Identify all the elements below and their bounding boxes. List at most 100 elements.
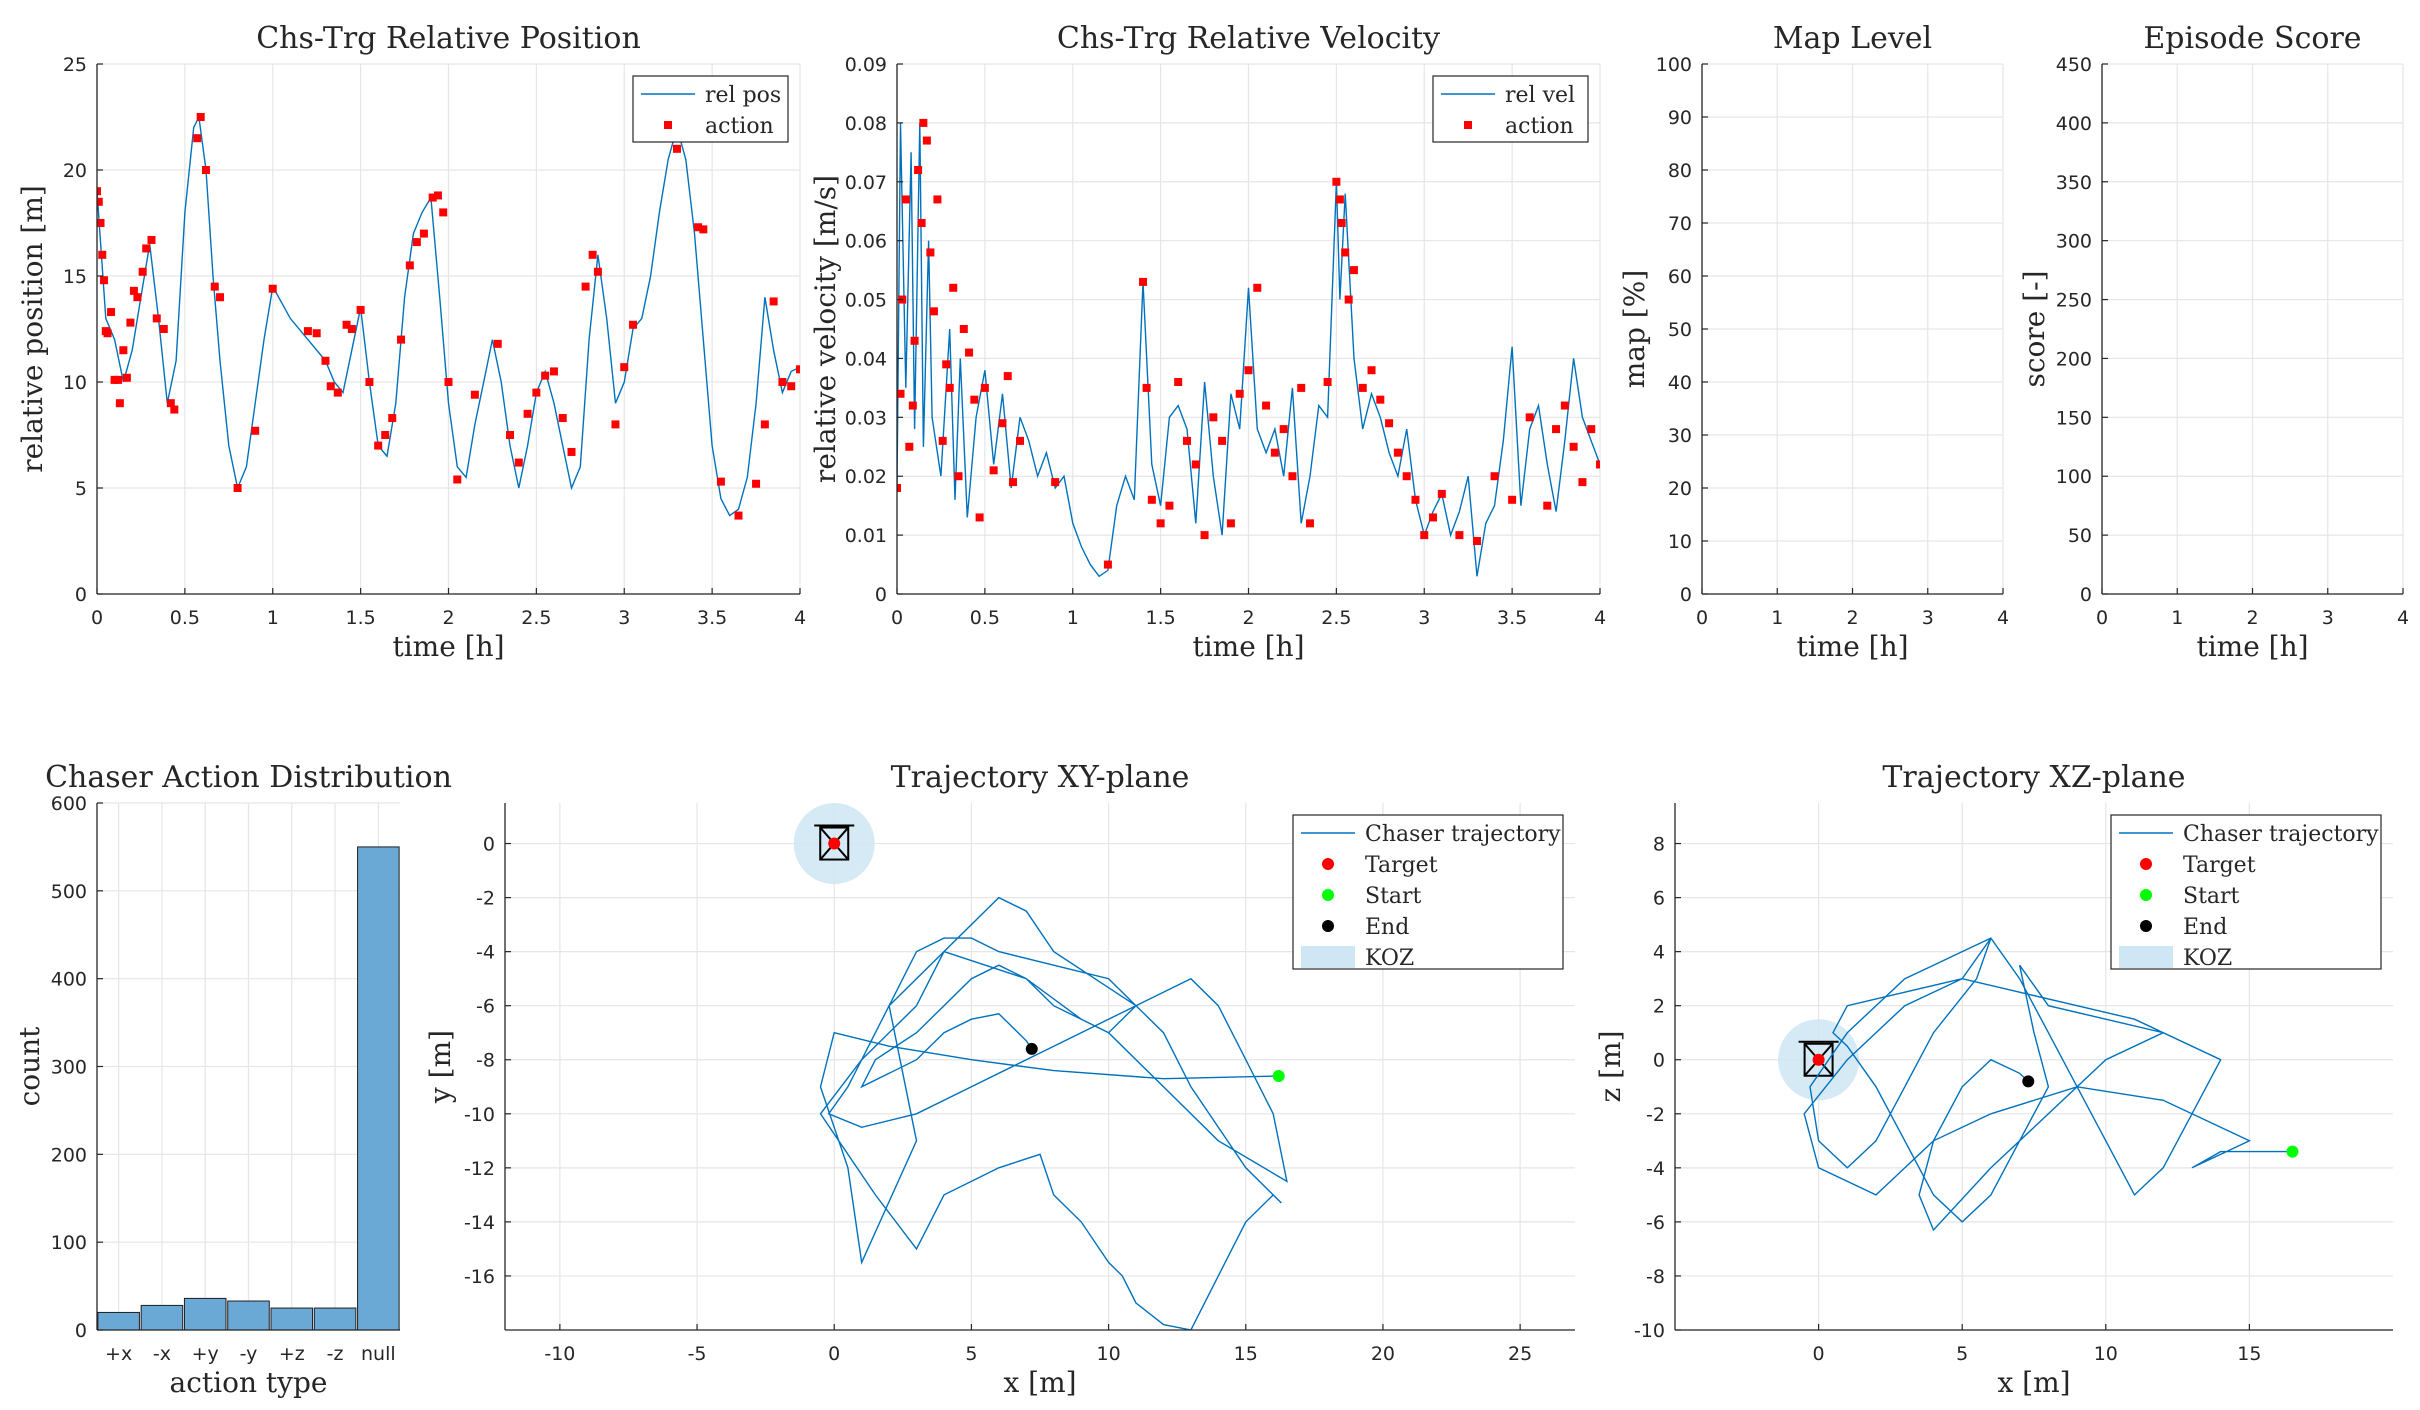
x-tick-label: 4 [2397, 607, 2409, 629]
action-marker [1244, 366, 1253, 375]
y-tick-label: -10 [1634, 1320, 1665, 1342]
action-marker [1235, 389, 1244, 398]
y-tick-label: -2 [1646, 1104, 1665, 1126]
x-axis-label: time [h] [1192, 630, 1304, 663]
action-marker [1279, 425, 1288, 434]
action-marker [620, 363, 629, 372]
action-marker [374, 441, 383, 450]
x-axis-label: time [h] [2196, 630, 2308, 663]
chart-relpos: 0 0.5 1 1.5 2 2.5 3 3.5 4 0 5 10 15 20 25 Chs-Trg Relat… [16, 21, 806, 663]
y-tick-label: -12 [464, 1158, 495, 1180]
legend: rel pos action [632, 75, 789, 143]
action-marker [593, 267, 602, 276]
y-tick-label: -6 [476, 996, 495, 1018]
y-axis-label: count [13, 1026, 46, 1107]
y-tick-label: 400 [51, 969, 87, 991]
chart-score: 0 1 2 3 4 0 50 100 150 200 250 300 350 400 450 Episode … [2018, 21, 2409, 663]
data-layer [97, 113, 800, 520]
action-marker [97, 197, 103, 206]
chart-title: Chaser Action Distribution [45, 760, 452, 795]
y-tick-label: 100 [51, 1232, 87, 1254]
y-tick-label: 4 [1653, 942, 1665, 964]
y-tick-label: 0 [875, 584, 887, 606]
action-marker [933, 195, 942, 204]
action-marker [115, 399, 124, 408]
action-marker [1596, 460, 1600, 469]
series-line-Chaser-trajectory [1803, 937, 2293, 1232]
action-marker [532, 388, 541, 397]
x-tick-label: 3 [1922, 607, 1934, 629]
action-marker [201, 166, 210, 174]
action-marker [1182, 436, 1191, 445]
x-tick-label: 15 [1234, 1343, 1258, 1365]
marker-target [1812, 1053, 1825, 1066]
action-marker [897, 389, 905, 398]
action-marker [439, 208, 448, 217]
y-axis-label: map [%] [1618, 270, 1651, 389]
action-marker [1472, 537, 1481, 545]
x-tick-label: 2 [2246, 607, 2258, 629]
x-tick-label: 0 [91, 607, 103, 629]
legend-entry: KOZ [2183, 946, 2232, 971]
x-tick-label: 5 [965, 1343, 977, 1365]
y-tick-label: 350 [2056, 172, 2092, 194]
y-tick-label: 10 [63, 372, 87, 394]
action-marker [1103, 560, 1112, 569]
y-tick-label: 0.02 [845, 466, 887, 488]
action-marker [581, 282, 590, 291]
action-marker [588, 250, 597, 259]
bar-+z [270, 1307, 314, 1330]
action-marker [1358, 383, 1367, 392]
action-marker [1191, 460, 1200, 469]
legend-entry: Chaser trajectory [2183, 822, 2379, 847]
action-marker [929, 307, 938, 316]
bar--z [313, 1307, 357, 1330]
marker-start [1272, 1069, 1285, 1082]
x-tick-label: 2 [1242, 607, 1254, 629]
action-marker [303, 327, 312, 336]
y-tick-label: -6 [1646, 1212, 1665, 1234]
x-tick-label: 0 [891, 607, 903, 629]
action-marker [388, 414, 397, 423]
data-layer [1778, 937, 2299, 1232]
y-tick-label: 100 [1656, 54, 1692, 76]
x-axis-label: time [h] [392, 630, 504, 663]
action-marker [1335, 195, 1344, 204]
action-marker [506, 431, 515, 439]
chart-title: Chs-Trg Relative Velocity [1057, 21, 1440, 56]
x-tick-label: 5 [1956, 1343, 1968, 1365]
action-marker [998, 419, 1007, 428]
action-marker [1008, 478, 1017, 487]
x-tick-label: 10 [2094, 1343, 2118, 1365]
x-tick-label: +z [279, 1343, 305, 1365]
action-marker [405, 261, 414, 270]
x-tick-label: 20 [1371, 1343, 1395, 1365]
chart-xy: -10 -5 0 5 10 15 20 25 -16 -14 -12 -10 -8 -6 -4 -2 0 Traj… [424, 760, 1575, 1399]
y-tick-label: 50 [2068, 525, 2092, 547]
chart-relvel: 0 0.5 1 1.5 2 2.5 3 3.5 4 0 0.01 0.02 0.03 0.04 0.05 0.… [809, 21, 1606, 663]
x-tick-label: 3 [618, 607, 630, 629]
action-marker [908, 401, 917, 410]
bar--y [227, 1300, 270, 1330]
action-marker [170, 405, 179, 414]
y-tick-label: 10 [1668, 531, 1692, 553]
action-marker [787, 382, 796, 391]
marker-end [1025, 1042, 1038, 1055]
x-tick-label: -x [153, 1343, 171, 1365]
x-tick-label: -y [240, 1343, 258, 1365]
action-marker [347, 325, 356, 333]
legend-entry: Target [1365, 853, 1438, 878]
legend-entry: rel pos [705, 83, 781, 108]
action-marker [672, 144, 681, 153]
action-marker [954, 472, 963, 481]
action-marker [365, 378, 374, 386]
x-tick-label: 2.5 [521, 607, 551, 629]
action-marker [342, 320, 351, 329]
y-axis-label: relative velocity [m/s] [809, 175, 842, 483]
y-tick-label: 0.04 [845, 348, 887, 370]
x-tick-label: 1 [267, 607, 279, 629]
action-marker [103, 329, 112, 338]
action-marker [129, 286, 138, 295]
y-tick-label: -8 [476, 1050, 495, 1072]
action-marker [1209, 413, 1218, 422]
